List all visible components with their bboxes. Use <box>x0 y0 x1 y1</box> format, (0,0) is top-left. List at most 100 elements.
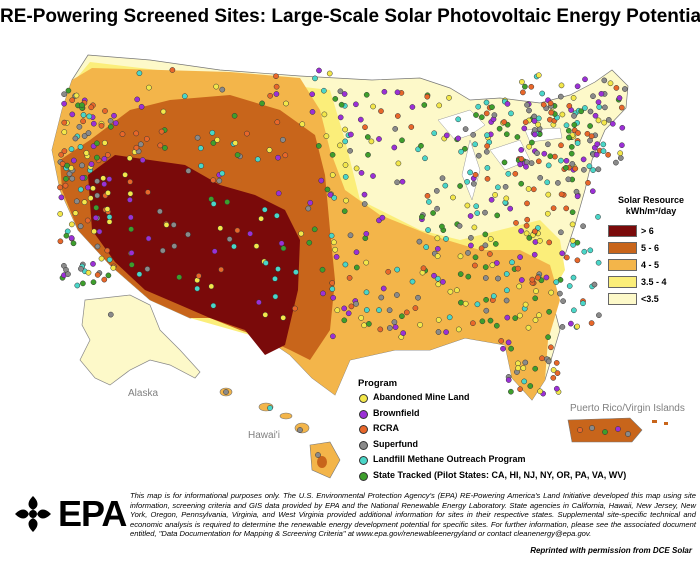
program-row: Landfill Methane Outreach Program <box>358 454 608 470</box>
site-marker <box>512 315 519 321</box>
site-marker <box>77 144 84 150</box>
site-marker <box>513 220 519 226</box>
program-row: Abandoned Mine Land <box>358 392 608 408</box>
site-marker <box>514 134 521 140</box>
site-marker <box>492 192 498 198</box>
site-marker <box>244 130 250 137</box>
site-marker <box>570 95 577 101</box>
site-marker <box>550 367 557 373</box>
site-marker <box>503 297 510 304</box>
solar-legend-unit: kWh/m²/day <box>625 206 677 216</box>
site-marker <box>515 360 521 367</box>
site-marker <box>330 294 337 301</box>
site-marker <box>574 83 581 90</box>
site-marker <box>566 103 573 109</box>
site-marker <box>487 251 493 257</box>
site-marker <box>217 225 224 232</box>
site-marker <box>320 290 326 297</box>
site-marker <box>468 242 474 249</box>
site-marker <box>546 308 552 315</box>
site-marker <box>253 243 260 249</box>
site-marker <box>106 176 113 182</box>
site-marker <box>342 126 348 133</box>
site-marker <box>210 201 217 207</box>
site-marker <box>226 236 233 242</box>
site-marker <box>70 240 77 247</box>
site-marker <box>522 119 529 126</box>
site-marker <box>616 95 623 101</box>
site-marker <box>483 148 490 155</box>
site-marker <box>345 310 352 317</box>
site-marker <box>342 138 349 145</box>
site-marker <box>299 121 306 128</box>
site-marker <box>464 202 471 209</box>
site-marker <box>550 375 557 381</box>
solar-class-swatch <box>608 259 637 271</box>
site-marker <box>581 248 588 255</box>
site-marker <box>342 162 349 168</box>
site-marker <box>489 262 496 269</box>
site-marker <box>473 112 479 118</box>
solar-class-row: <3.5 <box>608 293 700 305</box>
site-marker <box>508 110 514 117</box>
site-marker <box>321 87 327 94</box>
site-marker <box>214 137 221 143</box>
site-marker <box>337 142 343 149</box>
site-marker <box>333 254 340 260</box>
site-marker <box>263 260 269 266</box>
site-marker <box>61 100 67 107</box>
site-marker <box>94 272 101 278</box>
site-marker <box>85 269 92 276</box>
site-marker <box>518 180 525 187</box>
site-marker <box>522 83 528 90</box>
site-marker <box>68 221 75 228</box>
site-marker <box>558 191 565 198</box>
solar-class-row: > 6 <box>608 225 700 237</box>
site-marker <box>234 152 241 158</box>
site-marker <box>346 275 353 281</box>
site-marker <box>566 283 573 289</box>
site-marker <box>275 266 281 272</box>
site-marker <box>547 100 554 107</box>
site-marker <box>337 114 344 121</box>
site-marker <box>394 113 401 119</box>
solar-class-swatch <box>608 276 637 288</box>
site-marker <box>537 237 543 244</box>
site-marker <box>569 209 576 216</box>
site-marker <box>625 431 631 437</box>
site-marker <box>592 112 599 119</box>
site-marker <box>479 318 486 325</box>
site-marker <box>128 226 134 233</box>
site-marker <box>73 198 80 205</box>
site-marker <box>292 305 298 312</box>
site-marker <box>595 214 601 220</box>
site-marker <box>274 212 280 219</box>
site-marker <box>515 365 521 371</box>
site-marker <box>522 359 529 366</box>
site-marker <box>462 145 468 152</box>
site-marker <box>318 177 325 184</box>
program-label: State Tracked (Pilot States: CA, HI, NJ,… <box>373 469 627 480</box>
site-marker <box>482 231 489 238</box>
site-marker <box>509 259 515 266</box>
site-marker <box>508 388 514 395</box>
site-marker <box>197 145 204 151</box>
site-marker <box>170 222 177 228</box>
site-marker <box>324 186 331 193</box>
site-marker <box>363 289 370 296</box>
site-marker <box>520 365 527 371</box>
site-marker <box>424 93 431 100</box>
site-marker <box>574 140 581 146</box>
site-marker <box>574 257 581 264</box>
site-marker <box>133 144 140 151</box>
site-marker <box>72 210 79 216</box>
site-marker <box>587 123 593 129</box>
site-marker <box>524 200 530 207</box>
site-marker <box>490 293 497 299</box>
site-marker <box>434 235 441 242</box>
site-marker <box>273 73 279 80</box>
program-row: Superfund <box>358 439 608 455</box>
site-marker <box>395 160 402 167</box>
site-marker <box>98 255 105 262</box>
site-marker <box>91 228 97 235</box>
